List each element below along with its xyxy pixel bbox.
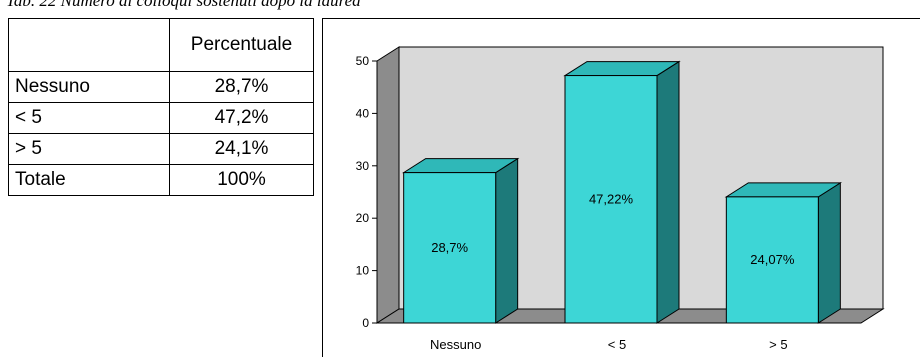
bar bbox=[564, 75, 658, 324]
y-tick-label: 0 bbox=[362, 316, 369, 330]
row-value: 47,2% bbox=[169, 102, 314, 134]
bar-side bbox=[656, 60, 680, 324]
y-tick-label: 10 bbox=[356, 264, 370, 278]
table-row: Totale 100% bbox=[8, 164, 314, 196]
table-row: > 5 24,1% bbox=[8, 133, 314, 165]
x-tick-label: > 5 bbox=[769, 337, 787, 352]
bar-chart: 0 10 20 30 40 50 28,7% Nessuno 47,22% < 5 24,07% > … bbox=[356, 46, 885, 352]
table-header-percentuale: Percentuale bbox=[169, 18, 314, 72]
y-tick-label: 40 bbox=[356, 106, 370, 120]
row-label: > 5 bbox=[8, 133, 170, 165]
percent-table: Percentuale Nessuno 28,7% < 5 47,2% > 5 … bbox=[8, 18, 314, 196]
bar bbox=[403, 172, 497, 324]
bar-data-label: 24,07% bbox=[750, 252, 795, 267]
row-value: 28,7% bbox=[169, 71, 314, 103]
table-row: Nessuno 28,7% bbox=[8, 71, 314, 103]
x-tick-label: < 5 bbox=[608, 337, 626, 352]
y-tick-label: 20 bbox=[356, 211, 370, 225]
x-tick-label: Nessuno bbox=[430, 337, 481, 352]
table-caption: Tab. 22 Numero di colloqui sostenuti dop… bbox=[6, 0, 361, 10]
bar-data-label: 47,22% bbox=[589, 191, 634, 206]
bar-side bbox=[817, 181, 841, 324]
bar-data-label: 28,7% bbox=[431, 240, 468, 255]
row-label: < 5 bbox=[8, 102, 170, 134]
row-value: 24,1% bbox=[169, 133, 314, 165]
row-label: Totale bbox=[8, 164, 170, 196]
row-label: Nessuno bbox=[8, 71, 170, 103]
y-tick-label: 30 bbox=[356, 159, 370, 173]
bar bbox=[725, 196, 819, 324]
table-row: < 5 47,2% bbox=[8, 102, 314, 134]
y-tick-label: 50 bbox=[356, 54, 370, 68]
table-header-row: Percentuale bbox=[8, 18, 314, 72]
chart-frame: 0 10 20 30 40 50 28,7% Nessuno 47,22% < 5 24,07% > … bbox=[322, 18, 920, 357]
bar-side bbox=[495, 157, 519, 324]
chart-side-wall bbox=[376, 46, 400, 324]
table-header-empty bbox=[8, 18, 170, 72]
row-value: 100% bbox=[169, 164, 314, 196]
